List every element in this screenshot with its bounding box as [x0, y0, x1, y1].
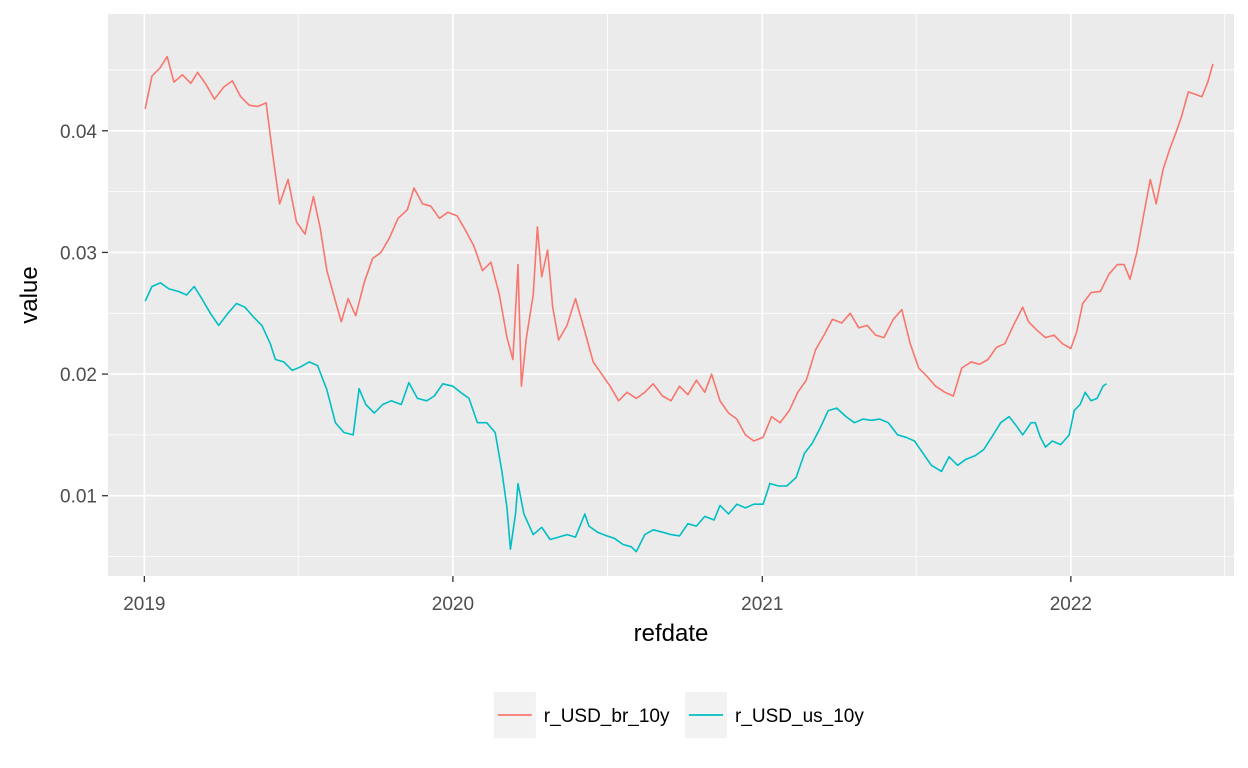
series-line-r-usd-us-10y [144, 281, 1107, 553]
legend-label: r_USD_br_10y [544, 706, 670, 727]
y-axis-title: value [16, 266, 43, 323]
legend-label: r_USD_us_10y [735, 706, 864, 727]
legend: r_USD_br_10y r_USD_us_10y [493, 692, 864, 738]
y-tick-label: 0.04 [60, 122, 97, 143]
x-axis: 2019 2020 2021 2022 [123, 576, 1092, 615]
y-tick-label: 0.02 [60, 365, 97, 386]
x-tick-label: 2021 [741, 594, 783, 615]
grid-minor [108, 14, 1234, 576]
grid-major [108, 14, 1234, 576]
series-line-r-usd-br-10y [144, 55, 1214, 442]
x-tick-label: 2020 [432, 594, 474, 615]
legend-item: r_USD_br_10y [493, 692, 670, 738]
y-tick-label: 0.01 [60, 487, 97, 508]
series-lines [144, 55, 1214, 553]
legend-item: r_USD_us_10y [685, 692, 864, 738]
x-tick-label: 2022 [1050, 594, 1092, 615]
x-tick-label: 2019 [123, 594, 165, 615]
y-tick-label: 0.03 [60, 243, 97, 264]
y-axis: 0.01 0.02 0.03 0.04 [60, 122, 108, 508]
x-axis-title: refdate [634, 620, 709, 647]
plot-panel [108, 14, 1234, 576]
